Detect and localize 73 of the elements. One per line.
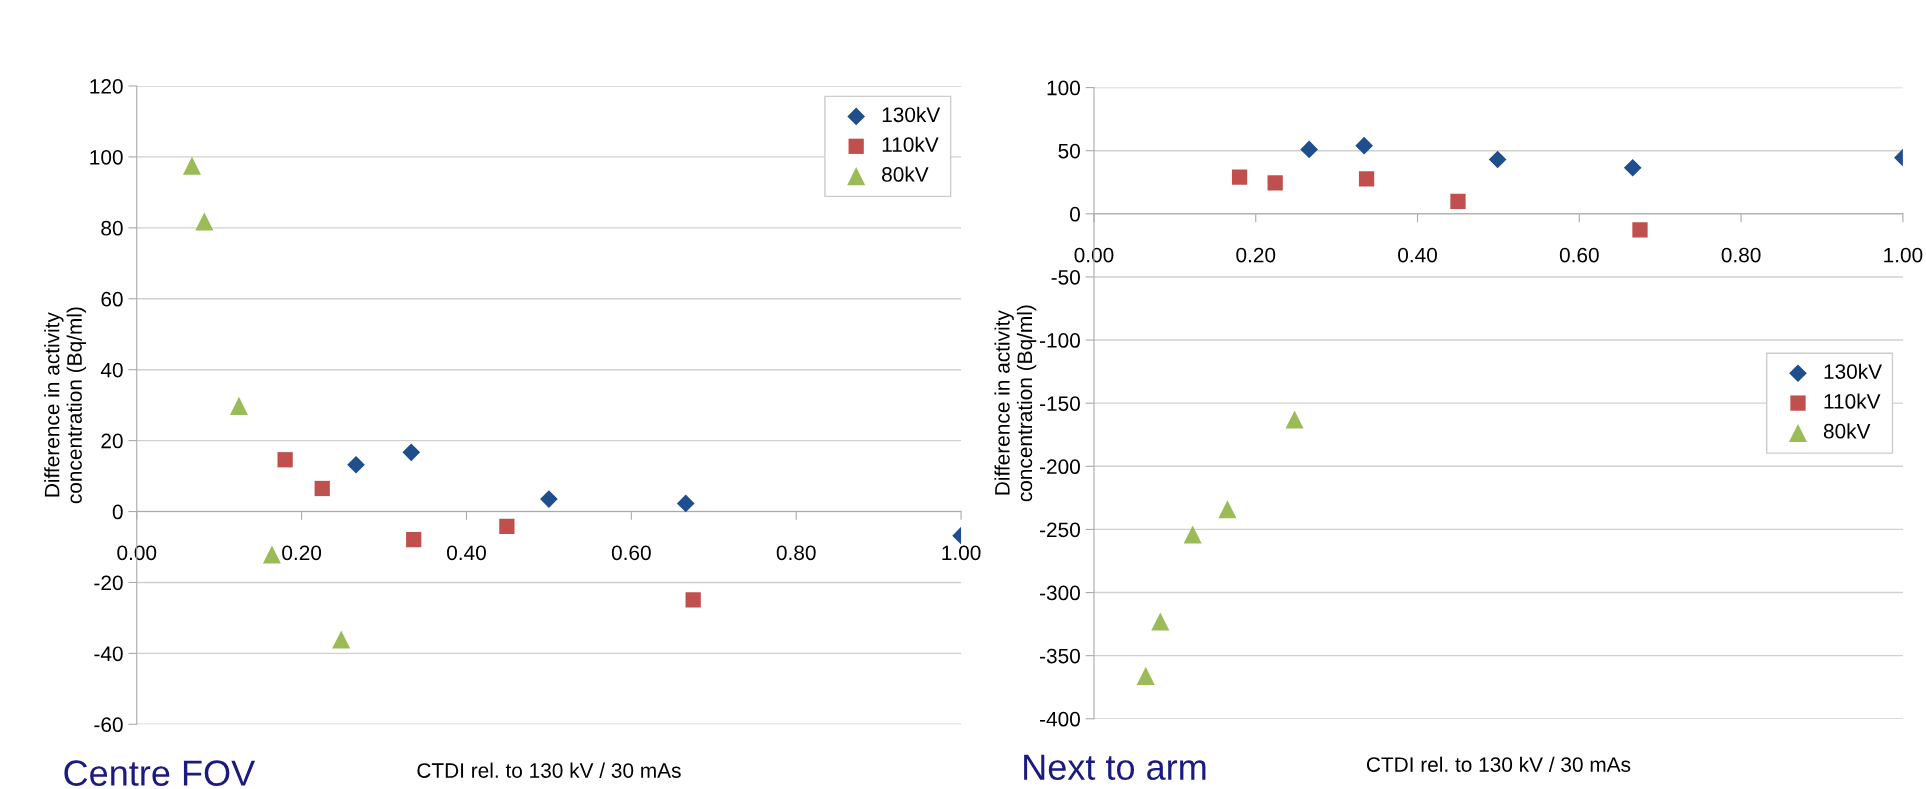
y-tick-label: 0 <box>1070 206 1080 222</box>
y-tick-label: -250 <box>1040 522 1080 538</box>
x-tick-label: 0.00 <box>117 545 157 561</box>
point <box>1450 193 1466 209</box>
y-tick-label: 0 <box>112 504 123 520</box>
y-axis-title: Difference in activity concentration (Bq/ml) <box>994 305 1037 502</box>
point <box>1488 150 1507 169</box>
y-tick-label: -60 <box>94 717 123 733</box>
text: Next to arm <box>1024 754 1206 781</box>
y-tick-label: 80 <box>101 220 123 236</box>
point <box>676 494 695 513</box>
legend-label: 110kV <box>882 136 939 152</box>
point <box>277 452 293 468</box>
y-tick-label: -400 <box>1040 711 1080 727</box>
x-axis-title: CTDI rel. to 130 kV / 30 mAs <box>417 762 681 778</box>
point <box>1136 666 1155 685</box>
x-tick-label: 0.20 <box>1236 247 1276 263</box>
y-tick-label: -100 <box>1040 333 1080 348</box>
x-tick-label: 0.00 <box>1074 247 1114 263</box>
point <box>262 545 281 564</box>
y-tick-label: -300 <box>1040 585 1080 601</box>
point <box>229 396 248 415</box>
point <box>406 531 422 548</box>
point <box>1285 410 1304 429</box>
x-tick-label: 1.00 <box>1884 247 1923 263</box>
y-tick-label: -150 <box>1040 396 1080 411</box>
legend-label: 130kV <box>1824 363 1882 379</box>
y-tick-label: 40 <box>100 362 123 378</box>
legend-label: 130kV <box>882 106 941 123</box>
y-tick-label: 100 <box>90 149 123 165</box>
y-tick-label: 50 <box>1058 143 1080 159</box>
y-axis-title: Difference in activity concentration (Bq/ml) <box>44 307 87 504</box>
point <box>1300 140 1318 159</box>
point <box>1623 158 1642 177</box>
x-tick-label: 0.60 <box>611 545 651 561</box>
y-tick-label: 120 <box>90 79 123 94</box>
point <box>1355 136 1373 155</box>
point <box>1358 171 1375 187</box>
point <box>182 156 201 175</box>
point <box>332 630 351 649</box>
point <box>1151 612 1170 631</box>
x-tick-label: 0.80 <box>1721 247 1761 263</box>
x-tick-label: 0.40 <box>1398 247 1437 263</box>
legend-label: 80kV <box>882 166 929 182</box>
point <box>347 455 365 474</box>
x-tick-label: 0.20 <box>282 545 322 561</box>
legend-label: 80kV <box>1823 423 1871 439</box>
y-tick-label: -350 <box>1040 648 1080 664</box>
point <box>402 443 421 462</box>
x-tick-label: 0.80 <box>776 545 816 561</box>
y-tick-label: 20 <box>101 433 123 449</box>
point <box>1183 525 1202 544</box>
point <box>1218 500 1237 519</box>
legend-label: 110kV <box>1824 393 1881 409</box>
x-tick-label: 0.60 <box>1559 247 1599 263</box>
point <box>540 490 558 508</box>
y-tick-label: 60 <box>101 291 123 307</box>
y-tick-label: -40 <box>94 646 123 662</box>
x-tick-label: 1.00 <box>942 545 981 561</box>
point <box>314 480 330 497</box>
text: Centre FOV <box>64 760 256 786</box>
y-tick-label: -50 <box>1051 269 1080 285</box>
point <box>499 518 515 535</box>
y-tick-label: -200 <box>1040 459 1080 475</box>
y-tick-label: -20 <box>94 575 123 591</box>
x-tick-label: 0.40 <box>447 545 486 561</box>
x-axis-title: CTDI rel. to 130 kV / 30 mAs <box>1366 756 1631 772</box>
point <box>685 592 701 608</box>
point <box>1231 169 1248 185</box>
point <box>1267 175 1283 191</box>
y-tick-label: 100 <box>1047 80 1080 96</box>
point <box>195 212 214 231</box>
point <box>1632 222 1648 238</box>
